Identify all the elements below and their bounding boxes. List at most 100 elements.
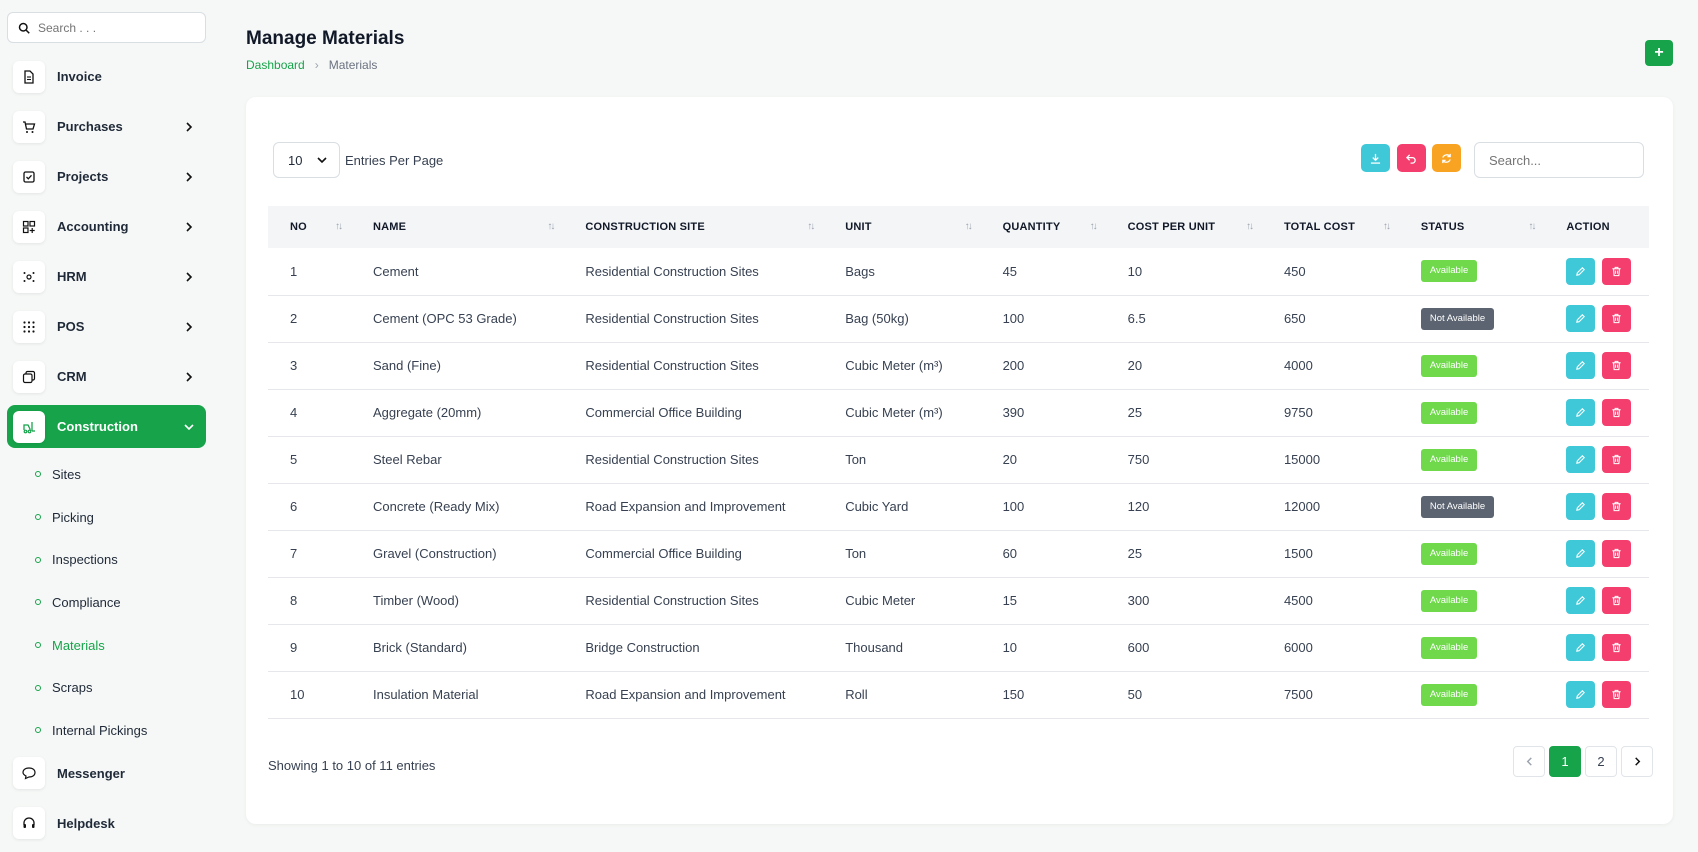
- sort-icon: ↑↓: [335, 221, 343, 232]
- edit-button[interactable]: [1566, 399, 1596, 426]
- sidebar-item-pos[interactable]: POS: [7, 305, 206, 348]
- sidebar-item-label: Messenger: [57, 765, 125, 781]
- sidebar-item-purchases[interactable]: Purchases: [7, 105, 206, 148]
- pagination-prev-button[interactable]: [1513, 746, 1545, 777]
- forklift-icon: [13, 410, 45, 443]
- column-header-construction-site[interactable]: CONSTRUCTION SITE ↑↓: [563, 206, 823, 248]
- trash-icon: [1611, 266, 1622, 277]
- pagination-next-button[interactable]: [1621, 746, 1653, 777]
- users-icon: [13, 260, 45, 293]
- table-row: 5 Steel Rebar Residential Construction Sit…: [268, 436, 1649, 483]
- pagination-page-1[interactable]: 1: [1549, 746, 1581, 777]
- sidebar-search-input[interactable]: [38, 20, 188, 35]
- column-header-label: TOTAL COST: [1283, 221, 1355, 233]
- submenu-item-scraps[interactable]: Scraps: [29, 666, 206, 709]
- bullet-icon: [35, 642, 41, 649]
- column-header-total-cost[interactable]: TOTAL COST ↑↓: [1262, 206, 1399, 248]
- table-row: 6 Concrete (Ready Mix) Road Expansion and …: [268, 483, 1649, 530]
- cell-action: [1544, 577, 1649, 624]
- sidebar-item-messenger[interactable]: Messenger: [7, 752, 206, 795]
- submenu-item-label: Sites: [52, 466, 81, 482]
- cell-row-number: 6: [290, 499, 298, 514]
- submenu-item-materials[interactable]: Materials: [29, 624, 206, 667]
- edit-button[interactable]: [1566, 352, 1596, 379]
- column-header-cost-per-unit[interactable]: COST PER UNIT ↑↓: [1106, 206, 1262, 248]
- column-header-name[interactable]: NAME ↑↓: [351, 206, 563, 248]
- download-button[interactable]: [1361, 144, 1390, 172]
- status-badge: Available: [1420, 448, 1478, 471]
- edit-button[interactable]: [1566, 540, 1596, 567]
- refresh-button[interactable]: [1432, 144, 1461, 172]
- cell-row-number: 8: [290, 593, 298, 608]
- delete-button[interactable]: [1602, 540, 1632, 567]
- cell-construction-site: Residential Construction Sites: [585, 311, 759, 326]
- column-header-no[interactable]: NO ↑↓: [268, 206, 351, 248]
- submenu-item-internal-pickings[interactable]: Internal Pickings: [29, 709, 206, 752]
- cell-row-number: 4: [290, 405, 298, 420]
- entries-select[interactable]: 10: [273, 142, 340, 178]
- cell-material-name: Gravel (Construction): [373, 546, 497, 561]
- cell-quantity: 150: [1002, 687, 1025, 702]
- table-search-input[interactable]: [1474, 142, 1644, 178]
- edit-button[interactable]: [1566, 634, 1596, 661]
- delete-button[interactable]: [1602, 634, 1632, 661]
- cell-status: Available: [1399, 577, 1545, 624]
- sidebar-search[interactable]: [7, 12, 206, 43]
- delete-button[interactable]: [1602, 305, 1632, 332]
- delete-button[interactable]: [1602, 446, 1632, 473]
- edit-button[interactable]: [1566, 446, 1596, 473]
- cell-action: [1544, 248, 1649, 295]
- cell-row-number: 7: [290, 546, 298, 561]
- add-material-button[interactable]: +: [1645, 40, 1673, 66]
- sidebar-item-accounting[interactable]: Accounting: [7, 205, 206, 248]
- sidebar-item-invoice[interactable]: Invoice: [7, 55, 206, 98]
- submenu-item-compliance[interactable]: Compliance: [29, 581, 206, 624]
- chevron-right-icon: [186, 271, 193, 282]
- table-row: 3 Sand (Fine) Residential Construction Sit…: [268, 342, 1649, 389]
- breadcrumb-dashboard-link[interactable]: Dashboard: [246, 58, 305, 72]
- column-header-label: STATUS: [1420, 221, 1465, 233]
- submenu-item-sites[interactable]: Sites: [29, 453, 206, 496]
- edit-button[interactable]: [1566, 493, 1596, 520]
- edit-button[interactable]: [1566, 257, 1596, 285]
- cell-cost-per-unit: 10: [1127, 263, 1143, 279]
- trash-icon: [1611, 595, 1622, 606]
- edit-button[interactable]: [1566, 587, 1596, 614]
- undo-button[interactable]: [1397, 144, 1426, 172]
- column-header-status[interactable]: STATUS ↑↓: [1399, 206, 1545, 248]
- sidebar-item-helpdesk[interactable]: Helpdesk: [7, 802, 206, 845]
- column-header-label: ACTION: [1566, 221, 1610, 233]
- sidebar-item-construction[interactable]: Construction: [7, 405, 206, 448]
- delete-button[interactable]: [1602, 493, 1632, 520]
- trash-icon: [1611, 313, 1622, 324]
- cell-row-number: 1: [290, 263, 298, 279]
- column-header-label: CONSTRUCTION SITE: [585, 221, 705, 233]
- edit-button[interactable]: [1566, 681, 1596, 708]
- submenu-item-picking[interactable]: Picking: [29, 496, 206, 539]
- column-header-quantity[interactable]: QUANTITY ↑↓: [981, 206, 1106, 248]
- table-row: 7 Gravel (Construction) Commercial Office …: [268, 530, 1649, 577]
- sidebar-item-projects[interactable]: Projects: [7, 155, 206, 198]
- headset-icon: [13, 807, 45, 840]
- delete-button[interactable]: [1602, 681, 1632, 708]
- pagination-page-2[interactable]: 2: [1585, 746, 1617, 777]
- edit-button[interactable]: [1566, 305, 1596, 332]
- sidebar-item-crm[interactable]: CRM: [7, 355, 206, 398]
- delete-button[interactable]: [1602, 352, 1632, 379]
- cart-icon: [13, 110, 45, 143]
- cell-action: [1544, 295, 1649, 342]
- breadcrumb: Dashboard › Materials: [246, 58, 377, 72]
- cell-status: Available: [1399, 389, 1545, 436]
- cell-unit: Bags: [845, 263, 875, 279]
- submenu-item-inspections[interactable]: Inspections: [29, 538, 206, 581]
- cell-cost-per-unit: 300: [1127, 593, 1150, 608]
- cell-status: Available: [1399, 342, 1545, 389]
- sidebar-item-hrm[interactable]: HRM: [7, 255, 206, 298]
- column-header-unit[interactable]: UNIT ↑↓: [823, 206, 980, 248]
- delete-button[interactable]: [1602, 399, 1632, 426]
- sidebar-item-label: Purchases: [57, 119, 123, 134]
- delete-button[interactable]: [1602, 257, 1632, 285]
- sidebar-nav: Invoice Purchases Projects Accounting HRM POS…: [7, 55, 206, 448]
- delete-button[interactable]: [1602, 587, 1632, 614]
